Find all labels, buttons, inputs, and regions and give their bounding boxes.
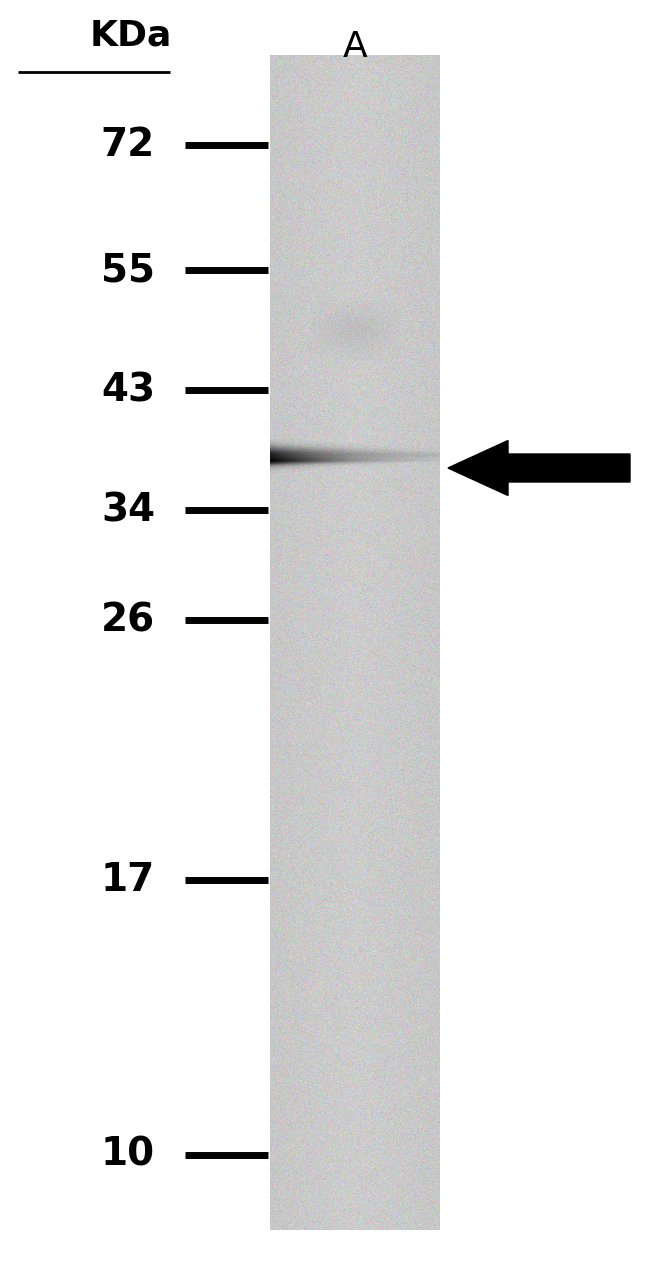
Text: A: A (343, 30, 367, 64)
Text: 34: 34 (101, 491, 155, 529)
FancyArrow shape (448, 440, 630, 496)
Text: 17: 17 (101, 861, 155, 899)
Text: 43: 43 (101, 371, 155, 409)
Text: 55: 55 (101, 251, 155, 289)
Text: KDa: KDa (90, 18, 172, 52)
Text: 72: 72 (101, 126, 155, 164)
Text: 10: 10 (101, 1136, 155, 1174)
Text: 26: 26 (101, 601, 155, 639)
